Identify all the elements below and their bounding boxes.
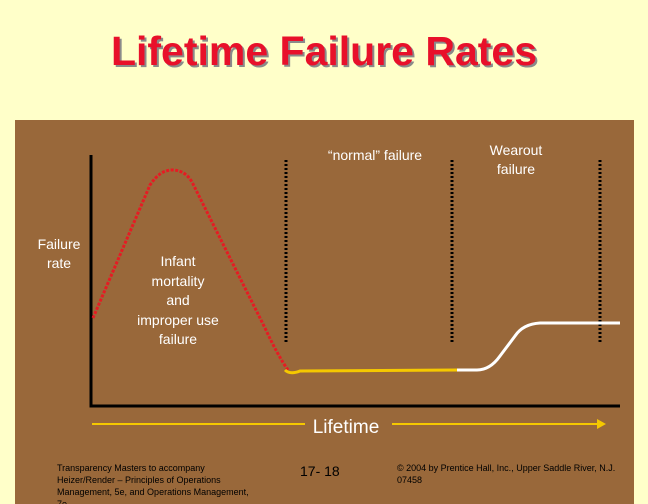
normal-failure-curve	[283, 368, 458, 375]
footer-source-text: Transparency Masters to accompany Heizer…	[57, 463, 249, 504]
slide-title: Lifetime Failure Rates	[110, 28, 538, 74]
lifetime-arrowhead	[597, 419, 606, 429]
wearout-failure-label: Wearout failure	[489, 142, 543, 177]
normal-failure-label: “normal” failure	[327, 147, 423, 163]
y-axis-label: Failure rate	[37, 236, 81, 271]
wearout-curve	[457, 321, 620, 372]
infant-mortality-label: Infant mortality and improper use failur…	[137, 253, 219, 347]
infant-mortality-curve	[91, 168, 290, 371]
x-axis-label: Lifetime	[312, 417, 380, 438]
page-number: 17- 18	[300, 463, 340, 479]
footer-copyright: © 2004 by Prentice Hall, Inc., Upper Sad…	[397, 463, 616, 485]
diagram-panel	[15, 120, 634, 504]
y-axis	[89, 155, 620, 408]
